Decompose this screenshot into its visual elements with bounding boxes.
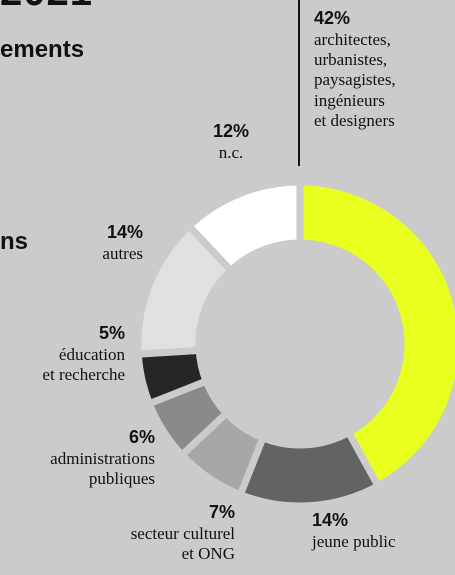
label-jeune-public-pct: 14% (312, 510, 349, 530)
donut-slice-1 (296, 178, 455, 490)
label-autres-pct: 14% (106, 222, 143, 242)
label-administrations: 6% administrations publiques (50, 427, 155, 489)
donut-slice-7 (185, 178, 304, 274)
label-jeune-public: 14% jeune public (312, 510, 396, 552)
label-autres: 14% autres (102, 222, 143, 264)
label-architectes: 42% architectes, urbanistes, paysagistes… (314, 8, 396, 132)
section-subtitle: ns (0, 228, 29, 255)
label-education-text: éducation et recherche (42, 344, 125, 384)
label-secteur-culturel: 7% secteur culturel et ONG (131, 502, 235, 564)
label-nc-text: n.c. (218, 142, 244, 162)
label-education-pct: 5% (98, 323, 125, 343)
label-autres-text: autres (102, 243, 143, 263)
chart-subtitle: ements (0, 36, 85, 63)
label-secteur-culturel-pct: 7% (208, 502, 235, 522)
leader-line (298, 0, 300, 166)
label-architectes-text: architectes, urbanistes, paysagistes, in… (314, 29, 396, 131)
label-administrations-text: administrations publiques (50, 448, 155, 488)
label-nc: 12% n.c. (200, 121, 262, 163)
label-architectes-pct: 42% (314, 8, 351, 28)
label-secteur-culturel-text: secteur culturel et ONG (130, 523, 235, 563)
label-nc-pct: 12% (212, 121, 250, 141)
label-education: 5% éducation et recherche (42, 323, 125, 385)
label-administrations-pct: 6% (128, 427, 155, 447)
label-jeune-public-text: jeune public (312, 531, 396, 551)
page-title: 2021 (0, 0, 93, 15)
